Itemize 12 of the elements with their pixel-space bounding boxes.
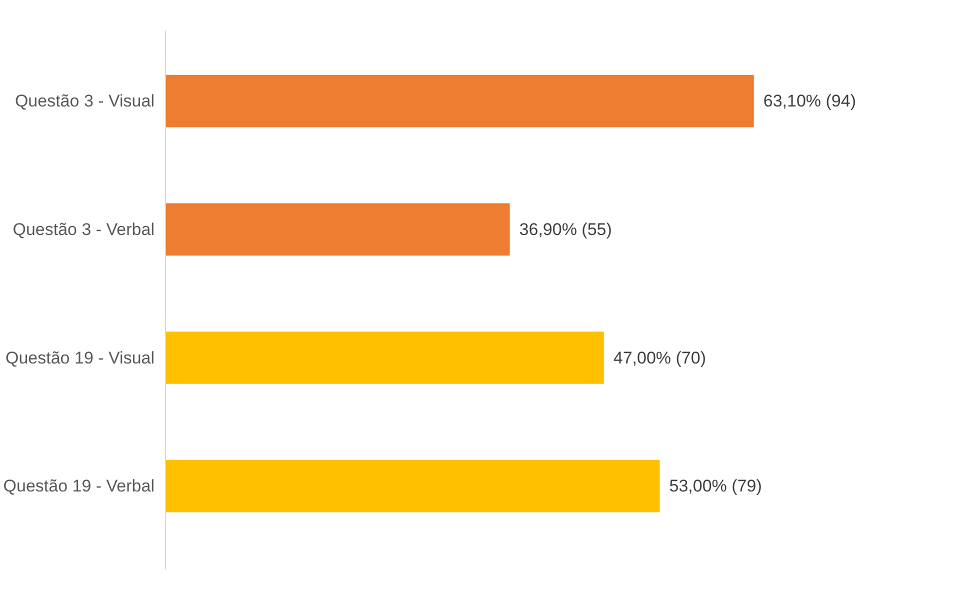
- data-label: 47,00% (70): [613, 348, 706, 368]
- bar: [166, 74, 754, 128]
- y-tick-label: Questão 3 - Verbal: [12, 220, 155, 239]
- y-tick-label: Questão 19 - Visual: [6, 348, 154, 368]
- bar: [166, 460, 660, 512]
- data-label: 53,00% (79): [669, 476, 762, 496]
- data-label: 36,90% (55): [519, 220, 612, 239]
- y-tick-label: Questão 3 - Visual: [14, 92, 154, 111]
- bar: [166, 332, 604, 384]
- data-label: 63,10% (94): [763, 92, 856, 111]
- bar: [166, 203, 510, 256]
- y-tick-label: Questão 19 - Verbal: [3, 476, 155, 496]
